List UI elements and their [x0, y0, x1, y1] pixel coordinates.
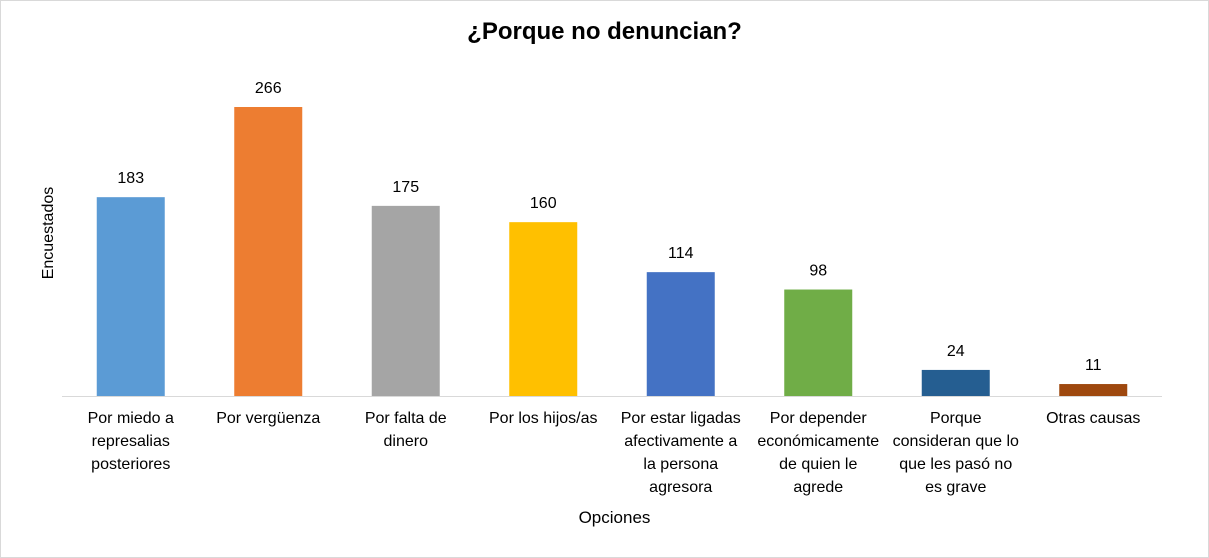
x-tick-label: Por los hijos/as — [489, 410, 598, 427]
chart-title: ¿Porque no denuncian? — [467, 18, 742, 45]
bar — [371, 205, 440, 396]
data-label: 266 — [255, 80, 282, 97]
data-label: 114 — [668, 245, 694, 262]
data-label: 183 — [117, 170, 144, 187]
x-tick-label: Por estar ligadas afectivamente a la per… — [620, 410, 741, 496]
x-tick-label: Por depender económicamente de quien le … — [757, 410, 880, 496]
bar — [1059, 384, 1128, 396]
x-tick-label: Porque consideran que lo que les pasó no… — [892, 410, 1019, 496]
data-label: 175 — [392, 179, 419, 196]
bar — [784, 289, 853, 396]
data-label: 11 — [1085, 357, 1102, 374]
x-tick-label: Por miedo a represalias posteriores — [87, 410, 174, 473]
data-label: 98 — [809, 263, 827, 280]
x-axis-label: Opciones — [578, 508, 651, 527]
bar — [96, 197, 165, 396]
data-label: 24 — [947, 343, 965, 360]
bar — [234, 107, 303, 396]
data-label: 160 — [530, 195, 557, 212]
x-tick-label: Otras causas — [1046, 410, 1141, 427]
x-tick-label: Por vergüenza — [216, 410, 321, 427]
bar — [509, 222, 578, 396]
bar — [646, 272, 715, 396]
x-tick-label: Por falta de dinero — [364, 410, 447, 450]
bar — [921, 369, 990, 396]
